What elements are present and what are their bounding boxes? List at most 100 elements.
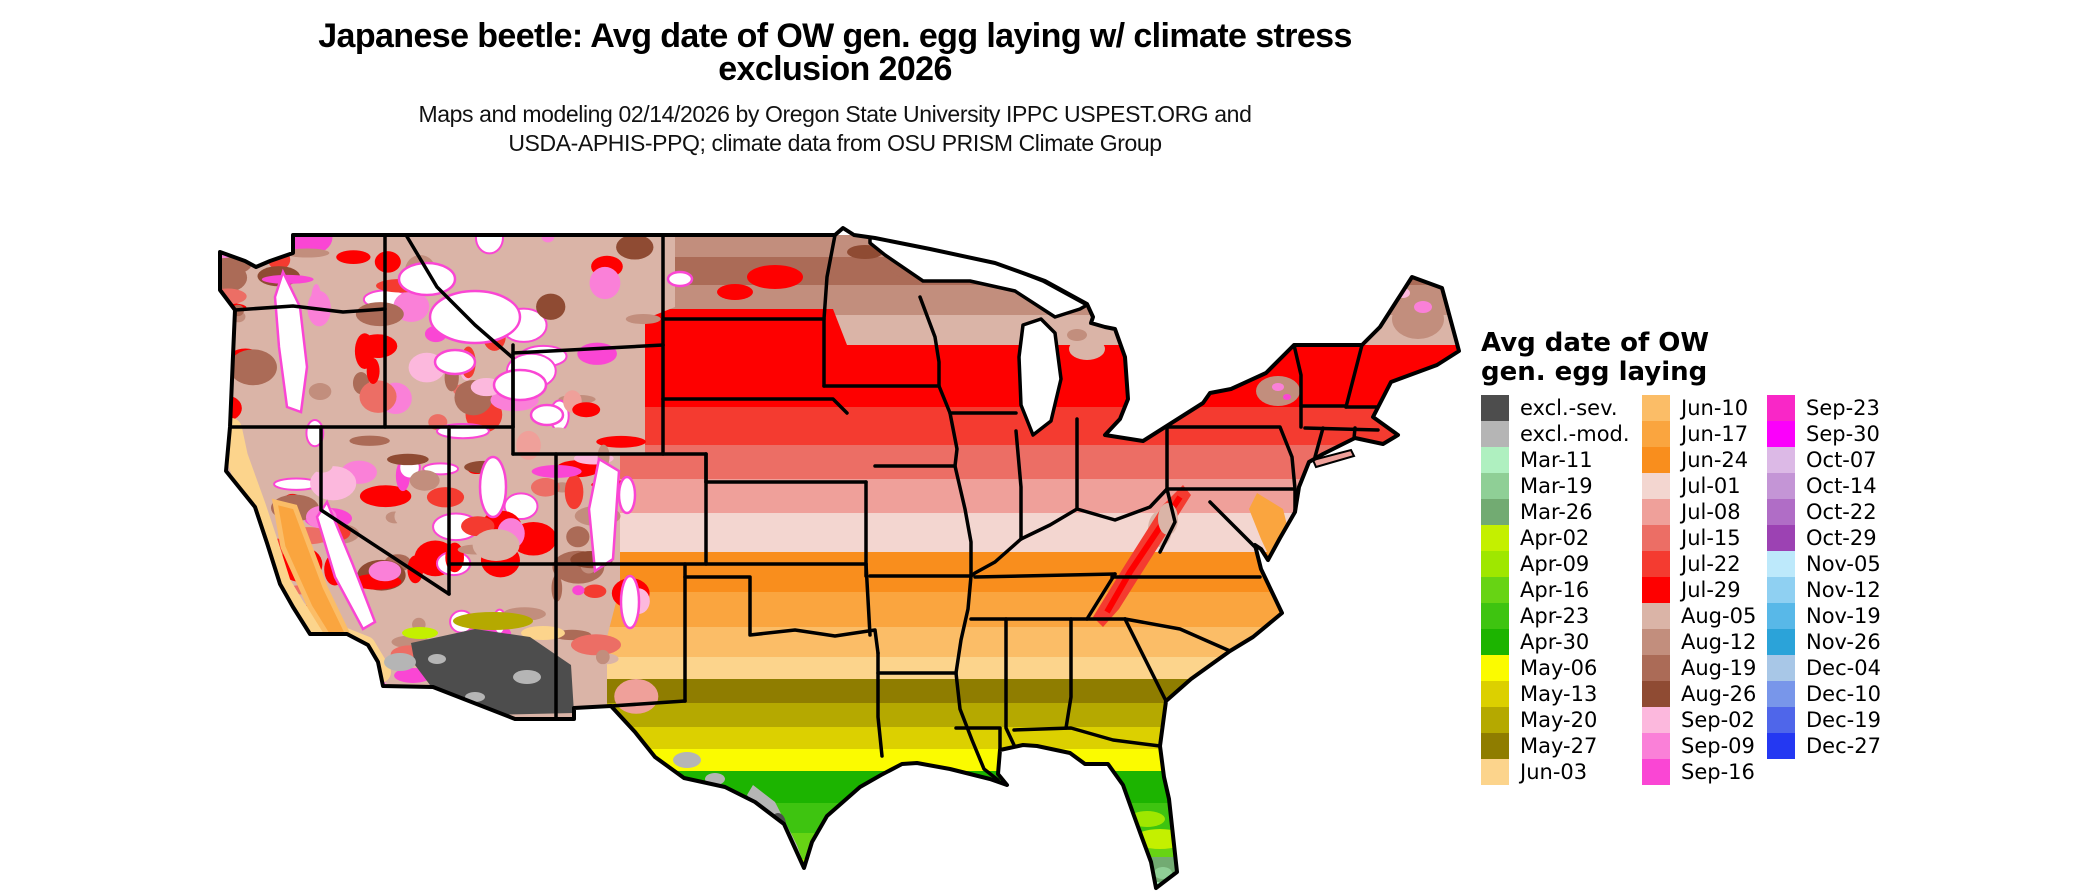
- legend-label: Oct-22: [1806, 500, 1877, 524]
- legend-item: May-20: [1481, 707, 1642, 733]
- legend-item: Oct-07: [1767, 447, 1881, 473]
- legend-item: Nov-12: [1767, 577, 1881, 603]
- legend-label: Jul-22: [1681, 552, 1741, 576]
- legend-item: Apr-09: [1481, 551, 1642, 577]
- legend-item: excl.-sev.: [1481, 395, 1642, 421]
- legend-label: Jul-01: [1681, 474, 1741, 498]
- title-line-1: Japanese beetle: Avg date of OW gen. egg…: [318, 17, 1352, 55]
- legend-item: Dec-19: [1767, 707, 1881, 733]
- map-outline: [218, 226, 1461, 890]
- legend-item: Nov-19: [1767, 603, 1881, 629]
- legend-label: Jul-15: [1681, 526, 1741, 550]
- legend-item: Jul-22: [1642, 551, 1767, 577]
- legend-column-1: excl.-sev. excl.-mod. Mar-11 Mar-19 Mar-26 Ap…: [1481, 395, 1642, 785]
- legend-label: Dec-27: [1806, 734, 1881, 758]
- legend-swatch: [1642, 447, 1670, 473]
- legend-swatch: [1642, 421, 1670, 447]
- legend-item: Jun-17: [1642, 421, 1767, 447]
- legend-item: Jul-01: [1642, 473, 1767, 499]
- legend-item: Aug-05: [1642, 603, 1767, 629]
- us-choropleth-map: [218, 226, 1461, 890]
- legend-label: Dec-19: [1806, 708, 1881, 732]
- legend-swatch: [1642, 681, 1670, 707]
- legend-swatch: [1642, 395, 1670, 421]
- legend-label: May-06: [1520, 656, 1598, 680]
- legend-label: Mar-26: [1520, 500, 1593, 524]
- legend-swatch: [1767, 421, 1795, 447]
- legend-label: Aug-12: [1681, 630, 1757, 654]
- legend-swatch: [1481, 577, 1509, 603]
- legend-label: Jun-03: [1520, 760, 1588, 784]
- legend-label: Jun-17: [1681, 422, 1749, 446]
- legend-swatch: [1767, 551, 1795, 577]
- legend-item: Jun-10: [1642, 395, 1767, 421]
- page-title: Japanese beetle: Avg date of OW gen. egg…: [0, 17, 1670, 88]
- legend-item: Sep-02: [1642, 707, 1767, 733]
- legend-swatch: [1767, 655, 1795, 681]
- legend-swatch: [1481, 707, 1509, 733]
- legend-item: Nov-26: [1767, 629, 1881, 655]
- long-island: [1311, 448, 1356, 469]
- legend-swatch: [1642, 499, 1670, 525]
- legend-item: Mar-19: [1481, 473, 1642, 499]
- legend-swatch: [1481, 395, 1509, 421]
- legend-item: May-13: [1481, 681, 1642, 707]
- legend-swatch: [1767, 707, 1795, 733]
- legend-item: Apr-16: [1481, 577, 1642, 603]
- legend-label: Apr-02: [1520, 526, 1590, 550]
- legend-label: Sep-09: [1681, 734, 1755, 758]
- legend-column-3: Sep-23 Sep-30 Oct-07 Oct-14 Oct-22 Oct-29 Nov-…: [1767, 395, 1881, 785]
- legend-item: excl.-mod.: [1481, 421, 1642, 447]
- legend-swatch: [1642, 655, 1670, 681]
- legend-swatch: [1481, 759, 1509, 785]
- legend-swatch: [1481, 473, 1509, 499]
- legend-item: Aug-26: [1642, 681, 1767, 707]
- legend-swatch: [1767, 577, 1795, 603]
- legend-item: Jun-24: [1642, 447, 1767, 473]
- legend-item: Jul-08: [1642, 499, 1767, 525]
- legend-label: Aug-19: [1681, 656, 1757, 680]
- subtitle: Maps and modeling 02/14/2026 by Oregon S…: [0, 100, 1670, 158]
- legend-label: Apr-30: [1520, 630, 1590, 654]
- map-state-borders: [229, 233, 1390, 782]
- legend-label: Jul-29: [1681, 578, 1741, 602]
- legend-swatch: [1642, 759, 1670, 785]
- legend-item: May-06: [1481, 655, 1642, 681]
- legend-label: Aug-26: [1681, 682, 1757, 706]
- legend-swatch: [1767, 499, 1795, 525]
- legend-item: Dec-04: [1767, 655, 1881, 681]
- legend-swatch: [1767, 603, 1795, 629]
- legend-swatch: [1642, 577, 1670, 603]
- title-line-2: exclusion 2026: [718, 50, 952, 88]
- legend-swatch: [1481, 733, 1509, 759]
- legend-label: Apr-23: [1520, 604, 1590, 628]
- legend-item: Jun-03: [1481, 759, 1642, 785]
- legend-label: Nov-05: [1806, 552, 1881, 576]
- legend-item: Aug-12: [1642, 629, 1767, 655]
- legend-title-line-2: gen. egg laying: [1481, 357, 1708, 387]
- legend-label: Nov-12: [1806, 578, 1881, 602]
- legend-item: Aug-19: [1642, 655, 1767, 681]
- legend-title: Avg date of OW gen. egg laying: [1481, 329, 1881, 387]
- legend: Avg date of OW gen. egg laying excl.-sev…: [1481, 329, 1881, 785]
- legend-item: Dec-27: [1767, 733, 1881, 759]
- legend-label: May-13: [1520, 682, 1598, 706]
- legend-label: Oct-14: [1806, 474, 1877, 498]
- legend-label: Dec-10: [1806, 682, 1881, 706]
- legend-swatch: [1767, 395, 1795, 421]
- legend-swatch: [1481, 525, 1509, 551]
- map-land: [220, 228, 1459, 888]
- legend-title-line-1: Avg date of OW: [1481, 328, 1710, 358]
- legend-item: Mar-26: [1481, 499, 1642, 525]
- legend-label: Sep-30: [1806, 422, 1880, 446]
- legend-item: Apr-30: [1481, 629, 1642, 655]
- subtitle-line-2: USDA-APHIS-PPQ; climate data from OSU PR…: [508, 130, 1162, 156]
- legend-swatch: [1642, 551, 1670, 577]
- legend-label: Dec-04: [1806, 656, 1881, 680]
- legend-label: Oct-07: [1806, 448, 1877, 472]
- legend-label: May-27: [1520, 734, 1598, 758]
- legend-swatch: [1767, 447, 1795, 473]
- legend-item: Sep-30: [1767, 421, 1881, 447]
- legend-swatch: [1481, 551, 1509, 577]
